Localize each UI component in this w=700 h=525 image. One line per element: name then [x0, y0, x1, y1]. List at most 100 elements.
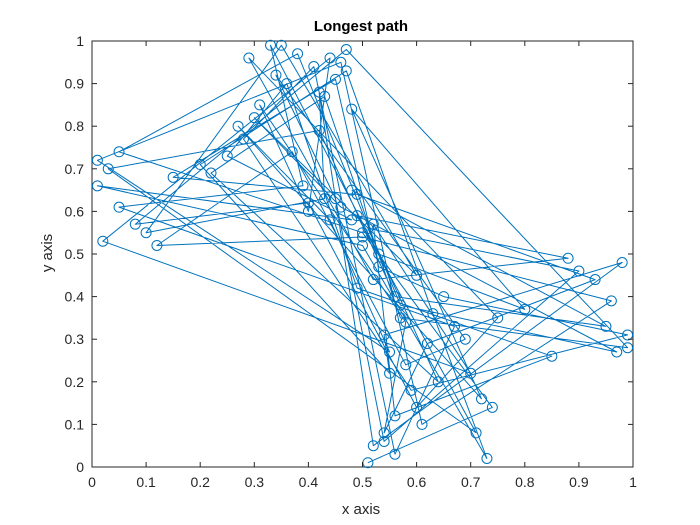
- data-point: [329, 193, 341, 205]
- data-point: [335, 56, 347, 68]
- data-point: [373, 261, 385, 273]
- data-point: [481, 452, 493, 464]
- data-point: [486, 401, 498, 413]
- data-point: [400, 359, 412, 371]
- y-tick-label: 0.3: [65, 331, 85, 347]
- data-point: [427, 308, 439, 320]
- data-point: [605, 295, 617, 307]
- x-tick-label: 0.1: [136, 474, 156, 490]
- data-point: [113, 201, 125, 213]
- plot-area: 0 0.1 0.2 0.3 0.4 0.5 0.6 0.7 0.8 0.9 1 0 0.1 0.2 0.3 0…: [65, 33, 638, 490]
- data-point: [151, 239, 163, 251]
- data-point: [421, 337, 433, 349]
- data-point: [335, 201, 347, 213]
- data-point: [319, 90, 331, 102]
- y-tick-label: 0.7: [65, 161, 85, 177]
- y-axis-label: y axis: [39, 234, 56, 272]
- data-point: [340, 44, 352, 56]
- y-tick-label: 0: [76, 459, 84, 475]
- data-point: [97, 235, 109, 247]
- data-point: [378, 329, 390, 341]
- data-point: [432, 376, 444, 388]
- data-point: [378, 435, 390, 447]
- data-point: [384, 346, 396, 358]
- data-point: [589, 274, 601, 286]
- data-point: [389, 291, 401, 303]
- data-point: [470, 427, 482, 439]
- data-point: [292, 48, 304, 60]
- data-point: [237, 133, 249, 145]
- data-point: [357, 239, 368, 251]
- series-line: [96, 44, 629, 464]
- y-tick-label: 0.1: [65, 416, 85, 432]
- x-tick-label: 0.6: [407, 474, 427, 490]
- x-tick-label: 0.3: [245, 474, 265, 490]
- data-point: [319, 193, 331, 205]
- data-point: [622, 329, 634, 341]
- data-point: [113, 146, 125, 158]
- x-tick-label: 0.2: [190, 474, 210, 490]
- data-point: [205, 167, 217, 179]
- data-point: [367, 274, 379, 286]
- data-point: [270, 69, 282, 81]
- data-point: [405, 384, 417, 396]
- data-point: [448, 320, 460, 332]
- y-tick-label: 1: [76, 33, 84, 49]
- x-tick-label: 0.5: [353, 474, 373, 490]
- data-point: [286, 146, 298, 158]
- data-point: [254, 99, 266, 111]
- data-point: [329, 73, 341, 85]
- data-point: [459, 333, 471, 345]
- data-point: [308, 61, 320, 73]
- data-point: [622, 342, 634, 354]
- data-point: [476, 393, 488, 405]
- data-point: [351, 282, 363, 294]
- y-tick-label: 0.6: [65, 203, 85, 219]
- x-tick-label: 1: [629, 474, 637, 490]
- data-point: [243, 52, 255, 64]
- data-point: [275, 39, 287, 51]
- data-point: [302, 205, 314, 217]
- data-point: [324, 214, 336, 226]
- data-point: [600, 320, 612, 332]
- data-point: [389, 448, 401, 460]
- data-point: [346, 103, 358, 115]
- data-point: [102, 163, 114, 175]
- data-point: [411, 269, 423, 281]
- x-tick-label: 0.9: [569, 474, 589, 490]
- data-point: [313, 124, 325, 136]
- x-tick-label: 0.4: [299, 474, 319, 490]
- data-point: [91, 180, 103, 192]
- x-tick-label: 0: [88, 474, 96, 490]
- x-tick-label: 0.8: [515, 474, 535, 490]
- data-point: [616, 257, 628, 269]
- data-point: [546, 350, 558, 362]
- data-point: [194, 159, 206, 171]
- data-point: [394, 312, 406, 324]
- y-tick-label: 0.5: [65, 246, 85, 262]
- data-point: [573, 265, 585, 277]
- data-point: [394, 299, 406, 311]
- data-point: [91, 154, 103, 166]
- data-point: [357, 231, 368, 243]
- data-point: [221, 150, 233, 162]
- data-point: [411, 401, 423, 413]
- data-point: [562, 252, 574, 264]
- data-point: [167, 171, 179, 183]
- data-point: [129, 218, 141, 230]
- x-tick-label: 0.7: [461, 474, 481, 490]
- data-point: [140, 227, 152, 239]
- data-point: [492, 312, 504, 324]
- data-point: [351, 210, 363, 222]
- data-point: [302, 197, 314, 209]
- data-point: [465, 367, 477, 379]
- x-axis-label: x axis: [342, 501, 380, 518]
- data-point: [378, 427, 390, 439]
- data-point: [519, 303, 531, 315]
- data-point: [265, 39, 277, 51]
- y-tick-label: 0.4: [65, 289, 85, 305]
- data-point: [416, 418, 428, 430]
- data-point: [281, 78, 293, 90]
- data-point: [384, 367, 396, 379]
